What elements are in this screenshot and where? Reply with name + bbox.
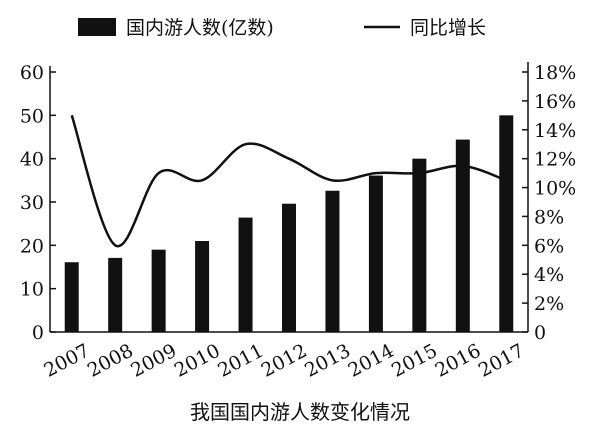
bar-2014	[368, 175, 383, 332]
growth-line-layer	[70, 114, 507, 248]
bar-2015	[412, 158, 427, 332]
y-left-tick-label: 40	[20, 149, 44, 171]
bars	[64, 115, 514, 332]
y-right-tick-label: 4%	[534, 264, 564, 286]
y-right-tick-label: 2%	[534, 293, 564, 315]
bar-2012	[282, 203, 296, 332]
bar-2009	[151, 249, 166, 332]
chart-title: 我国国内游人数变化情况	[190, 400, 410, 424]
y-left-tick-label: 0	[32, 322, 44, 344]
y-left-tick-label: 10	[20, 279, 44, 301]
y-left-tick-label: 50	[20, 105, 44, 127]
bar-2010	[195, 241, 210, 332]
bar-2013	[325, 190, 340, 332]
y-right-tick-label: 12%	[534, 149, 576, 171]
y-left-tick-label: 60	[20, 62, 44, 84]
legend-label-line: 同比增长	[410, 17, 486, 39]
growth-line	[70, 114, 507, 248]
y-right-tick-label: 10%	[534, 178, 576, 200]
y-right-tick-label: 6%	[534, 235, 564, 257]
y-right-tick-label: 8%	[534, 206, 564, 228]
bar-2007	[64, 262, 79, 332]
y-right-tick-label: 18%	[534, 62, 576, 84]
legend: 国内游人数(亿数) 同比增长	[78, 17, 486, 39]
bar-2011	[238, 217, 253, 332]
y-left-tick-label: 20	[20, 235, 44, 257]
y-left-tick-label: 30	[20, 192, 44, 214]
bar-2008	[108, 257, 123, 332]
legend-label-bar: 国内游人数(亿数)	[126, 17, 274, 39]
legend-swatch-bar	[78, 18, 116, 36]
bar-2017	[499, 115, 514, 332]
y-right-tick-label: 14%	[534, 120, 576, 142]
bar-2016	[455, 139, 470, 332]
y-right-tick-label: 0	[534, 322, 546, 344]
x-tick-label-2017: 2017	[475, 340, 528, 382]
y-right-tick-label: 16%	[534, 91, 576, 113]
